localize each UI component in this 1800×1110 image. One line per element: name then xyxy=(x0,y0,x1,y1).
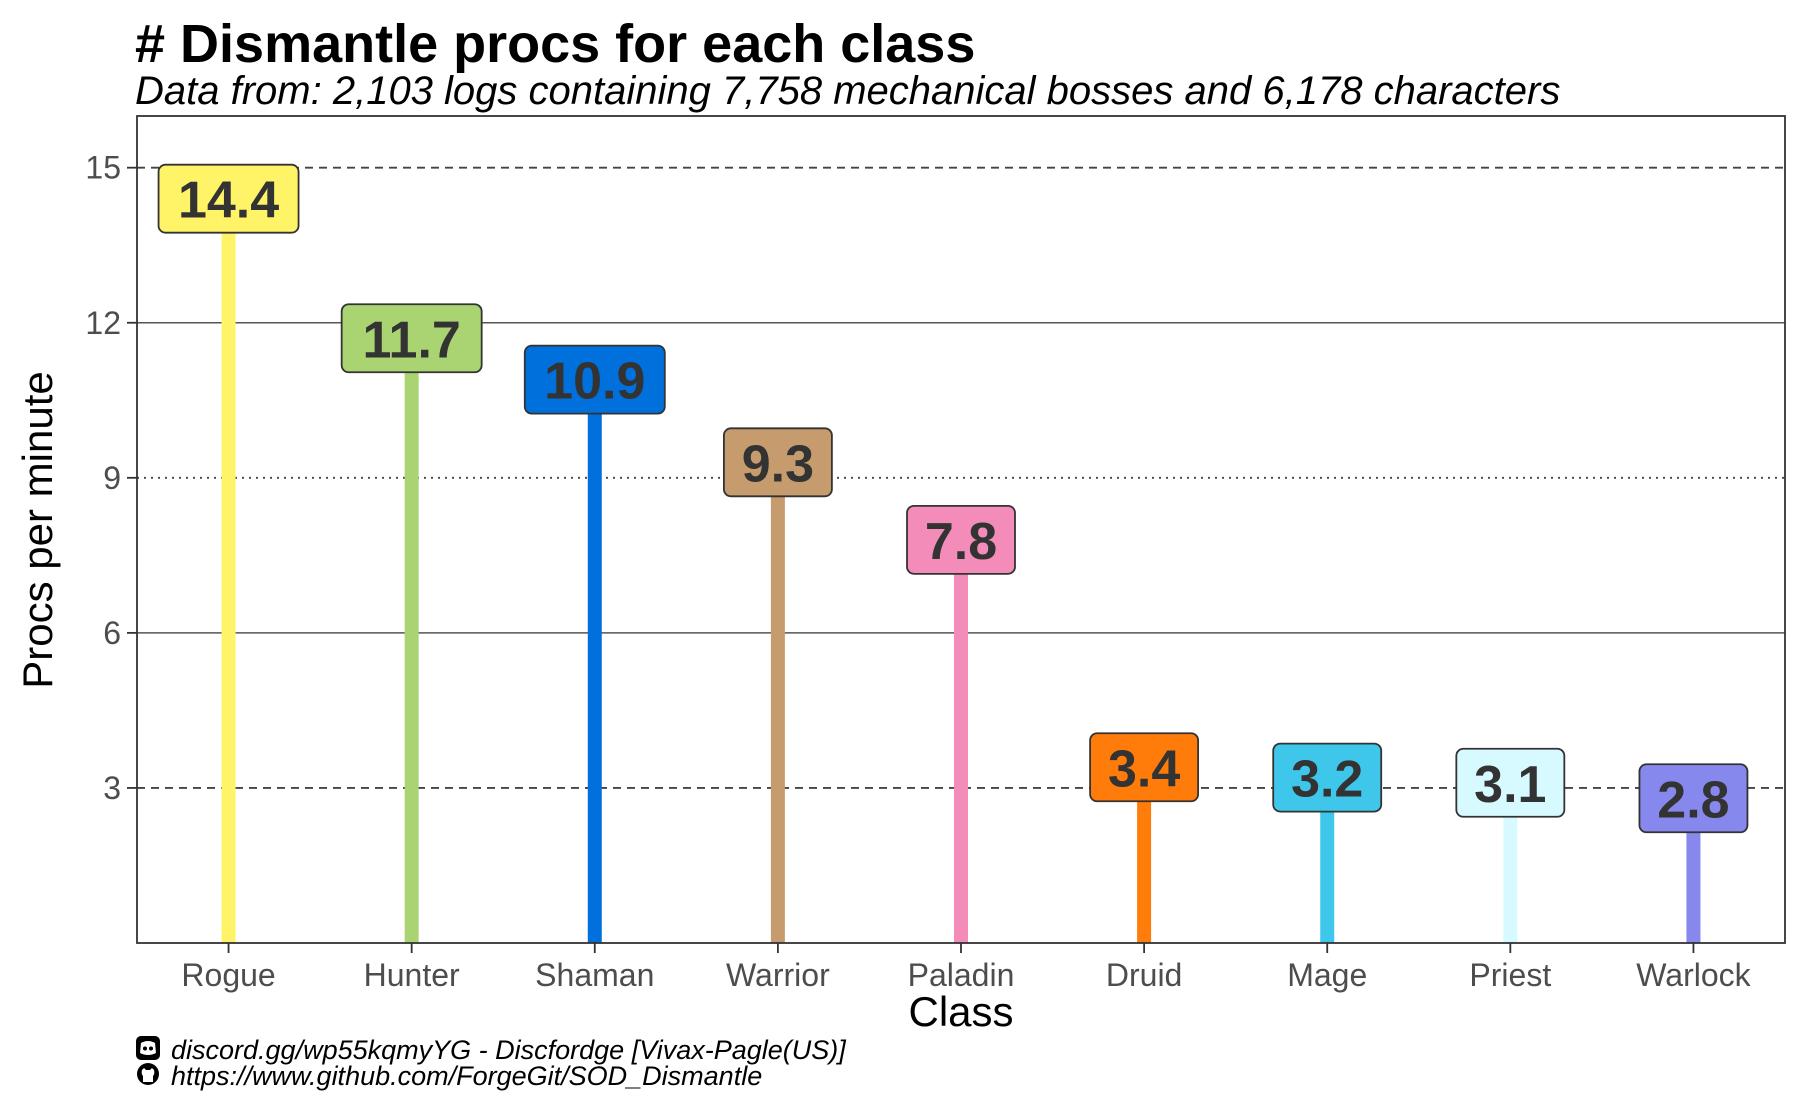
data-label-box-rogue xyxy=(157,163,300,234)
x-axis: Rogue Hunter Shaman Warrior Paladin Druid Mage… xyxy=(181,943,1752,993)
x-axis-title: Class xyxy=(908,988,1013,1035)
caption-line-2: https://www.github.com/ForgeGit/SOD_Dism… xyxy=(137,1061,762,1091)
x-tick-label-hunter: Hunter xyxy=(364,957,460,993)
data-labels-layer: 14.4 11.7 10.9 9.3 7.8 3.4 3.2 3.1 2.8 xyxy=(157,163,1749,834)
caption-discord-text: discord.gg/wp55kqmyYG - Discfordge [Viva… xyxy=(171,1035,847,1065)
data-label-priest: 3.1 xyxy=(1474,756,1546,814)
x-tick-label-warrior: Warrior xyxy=(726,957,830,993)
caption-line-1: discord.gg/wp55kqmyYG - Discfordge [Viva… xyxy=(136,1035,847,1065)
data-label-hunter: 11.7 xyxy=(362,311,460,369)
x-tick-label-mage: Mage xyxy=(1287,957,1367,993)
y-tick-label-12: 12 xyxy=(85,305,121,341)
data-label-box-shaman xyxy=(523,344,666,415)
data-label-druid: 3.4 xyxy=(1108,740,1180,798)
discord-icon xyxy=(136,1036,160,1060)
data-label-box-druid xyxy=(1089,732,1200,803)
data-label-box-warrior xyxy=(722,427,833,498)
bar-hunter xyxy=(404,338,419,944)
github-icon xyxy=(137,1063,159,1085)
data-label-box-warlock xyxy=(1638,763,1749,834)
bar-mage xyxy=(1320,777,1335,943)
x-tick-label-paladin: Paladin xyxy=(908,957,1015,993)
x-tick-label-rogue: Rogue xyxy=(181,957,275,993)
data-label-box-paladin xyxy=(906,504,1016,575)
bar-paladin xyxy=(954,539,968,943)
data-label-shaman: 10.9 xyxy=(544,353,645,411)
y-axis: 3 6 9 12 15 xyxy=(85,150,137,806)
data-label-rogue: 14.4 xyxy=(178,172,279,230)
x-tick-label-druid: Druid xyxy=(1106,957,1182,993)
y-tick-label-9: 9 xyxy=(103,460,121,496)
data-label-box-mage xyxy=(1272,742,1383,813)
data-label-warrior: 9.3 xyxy=(742,435,814,493)
data-label-box-hunter xyxy=(340,303,483,374)
x-tick-label-warlock: Warlock xyxy=(1636,957,1751,993)
y-tick-label-15: 15 xyxy=(85,150,121,186)
y-tick-label-6: 6 xyxy=(103,615,121,651)
bar-rogue xyxy=(221,198,236,943)
bar-warlock xyxy=(1686,798,1701,943)
caption-github-text: https://www.github.com/ForgeGit/SOD_Dism… xyxy=(171,1061,762,1091)
y-axis-title: Procs per minute xyxy=(14,371,61,688)
chart-subtitle: Data from: 2,103 logs containing 7,758 m… xyxy=(135,69,1560,113)
bar-priest xyxy=(1503,782,1518,943)
bar-warrior xyxy=(770,462,785,943)
data-label-box-priest xyxy=(1455,747,1566,818)
bar-druid xyxy=(1137,767,1152,943)
chart-title: # Dismantle procs for each class xyxy=(135,14,975,74)
data-label-warlock: 2.8 xyxy=(1657,771,1729,829)
y-tick-label-3: 3 xyxy=(103,770,121,806)
x-tick-label-priest: Priest xyxy=(1469,957,1551,993)
data-label-mage: 3.2 xyxy=(1291,751,1363,809)
x-tick-label-shaman: Shaman xyxy=(535,957,654,993)
bar-shaman xyxy=(587,379,602,943)
data-label-paladin: 7.8 xyxy=(925,513,997,571)
bars-layer xyxy=(221,198,1701,944)
